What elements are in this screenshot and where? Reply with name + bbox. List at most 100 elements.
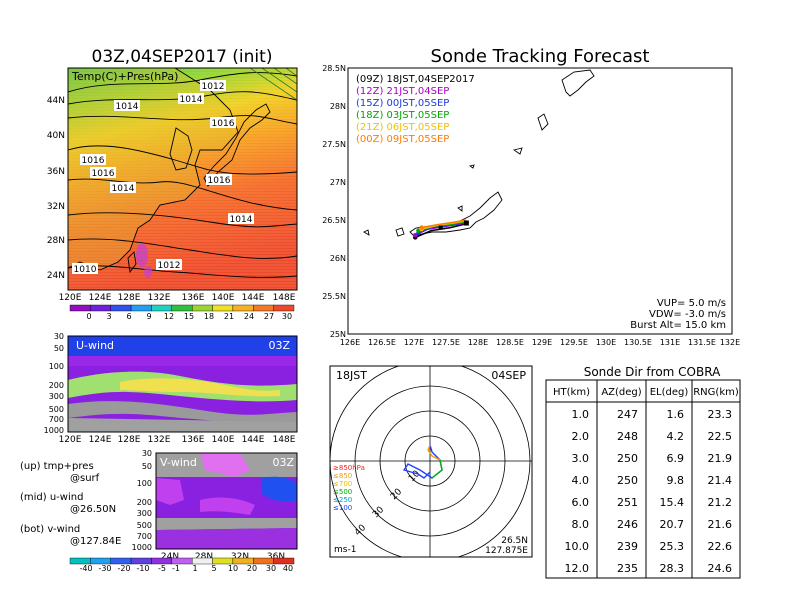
track-endpoint (419, 225, 424, 230)
table-cell: 6.9 (667, 452, 685, 465)
pressure-tick: 300 (137, 509, 152, 518)
u-pressure-axis: 30 50 100 200 300 500 700 1000 (44, 332, 64, 435)
param-vup: VUP= 5.0 m/s (657, 298, 726, 309)
lon-tick: 127E (404, 338, 424, 347)
table-cell: 8.0 (572, 518, 590, 531)
table-cell: 251 (617, 496, 638, 509)
tracking-legend: (09Z) 18JST,04SEP2017 (12Z) 21JST,04SEP … (356, 74, 475, 145)
map-panel: 03Z,04SEP2017 (init) (47, 47, 298, 321)
colorbar-tick: 40 (283, 564, 293, 573)
table-cell: 15.4 (660, 496, 685, 509)
lat-tick: 32N (47, 202, 65, 212)
u-wind-field (68, 336, 297, 432)
okinoerabu-island (512, 147, 523, 155)
hodograph-trace-lower (427, 444, 441, 461)
yoron-island (468, 164, 475, 169)
table-header-cell: RNG(km) (693, 387, 739, 398)
lat-tick: 25N (330, 330, 346, 339)
table-cell: 21.6 (708, 518, 733, 531)
lat-tick: 44N (47, 96, 65, 106)
colorbar-tick: 18 (204, 312, 214, 321)
table-cell: 2.0 (572, 430, 590, 443)
isobar-label: 1016 (92, 169, 115, 179)
hodograph-unit: ms-1 (334, 545, 356, 555)
lon-tick: 132E (720, 338, 740, 347)
track-endpoint (413, 233, 418, 238)
lon-tick: 124E (89, 435, 112, 445)
lon-tick: 130.5E (624, 338, 652, 347)
lon-tick: 140E (212, 293, 235, 303)
lon-tick: 132E (148, 435, 171, 445)
table-cell: 20.7 (660, 518, 685, 531)
sonde-dir-title: Sonde Dir from COBRA (584, 365, 721, 379)
table-cell: 239 (617, 540, 638, 553)
pressure-tick: 30 (142, 449, 152, 458)
tracking-title: Sonde Tracking Forecast (431, 46, 650, 67)
table-cell: 9.8 (667, 474, 685, 487)
map-title: 03Z,04SEP2017 (init) (92, 47, 273, 67)
track-line (421, 219, 467, 229)
u-lon-axis: 120E 124E 128E 132E 136E 140E 144E 148E (59, 435, 296, 445)
pressure-tick: 100 (49, 362, 64, 371)
colorbar-tick: 0 (86, 312, 91, 321)
lon-tick: 148E (273, 435, 296, 445)
v-lat-axis: 24N 28N 32N 36N (161, 552, 285, 562)
v-wind-frame (155, 452, 298, 550)
tokunoshima-island (537, 113, 549, 131)
table-cell: 1.0 (572, 408, 590, 421)
colorbar-swatch (90, 304, 111, 312)
table-cell: 22.5 (708, 430, 733, 443)
isobar-label: 1016 (212, 119, 235, 129)
table-cell: 21.2 (708, 496, 733, 509)
colorbar-tick: 1 (192, 564, 197, 573)
isobar-label: 1014 (112, 184, 135, 194)
table-cell: 6.0 (572, 496, 590, 509)
note-mid-line2: @26.50N (70, 504, 116, 515)
isobar-label: 1012 (202, 82, 225, 92)
colorbar-tick: -1 (172, 564, 180, 573)
lat-tick: 26N (330, 254, 346, 263)
lon-tick: 128E (118, 293, 141, 303)
table-cell: 250 (617, 474, 638, 487)
tracking-lon-axis: 126E 126.5E 127E 127.5E 128E 128.5E 129E… (340, 338, 740, 347)
lon-tick: 129.5E (560, 338, 588, 347)
colorbar-swatch (130, 304, 152, 312)
wind-contours (249, 68, 297, 101)
hodograph-rings (330, 366, 532, 557)
lon-tick: 120E (59, 293, 82, 303)
pressure-tick: 700 (137, 532, 152, 541)
iheya-island (457, 205, 463, 212)
v-pressure-axis: 30 50 100 200 300 500 700 1000 (132, 449, 152, 552)
asia-landmass (68, 68, 239, 271)
lat-tick: 28.5N (322, 64, 346, 73)
colorbar-tick: -10 (136, 564, 149, 573)
colorbar-tick: -20 (117, 564, 130, 573)
pressure-tick: 500 (49, 405, 64, 414)
hodograph-frame (329, 365, 533, 558)
pressure-tick: 500 (137, 521, 152, 530)
isobar-label: 1014 (180, 95, 203, 105)
level-legend-entry: ≤100 (333, 504, 352, 512)
isobar-label: 1016 (208, 176, 231, 186)
pressure-tick: 50 (142, 462, 152, 471)
colorbar-tick: 10 (228, 564, 238, 573)
table-cell: 4.0 (572, 474, 590, 487)
lat-tick: 26.5N (322, 216, 346, 225)
v-wind-label: V-wind (160, 456, 197, 469)
map-lat-axis: 24N 28N 32N 36N 40N 44N (47, 96, 65, 281)
isobars (68, 72, 297, 278)
lon-tick: 126E (340, 338, 360, 347)
lon-tick: 131E (660, 338, 680, 347)
param-vdw: VDW= -3.0 m/s (649, 309, 726, 320)
tracking-params: VUP= 5.0 m/s VDW= -3.0 m/s Burst Alt= 15… (630, 298, 726, 331)
pressure-tick: 700 (49, 415, 64, 424)
colorbar-tick: 21 (224, 312, 234, 321)
table-cell: 246 (617, 518, 638, 531)
colorbar-tick: 27 (264, 312, 274, 321)
lon-tick: 128E (118, 435, 141, 445)
pressure-tick: 200 (49, 381, 64, 390)
sonde-dir-panel: Sonde Dir from COBRA HT(km) AZ(deg) EL(deg… (545, 365, 741, 579)
table-cell: 21.4 (708, 474, 733, 487)
japan-landmass (203, 103, 271, 187)
isobar-label: 1016 (82, 156, 105, 166)
